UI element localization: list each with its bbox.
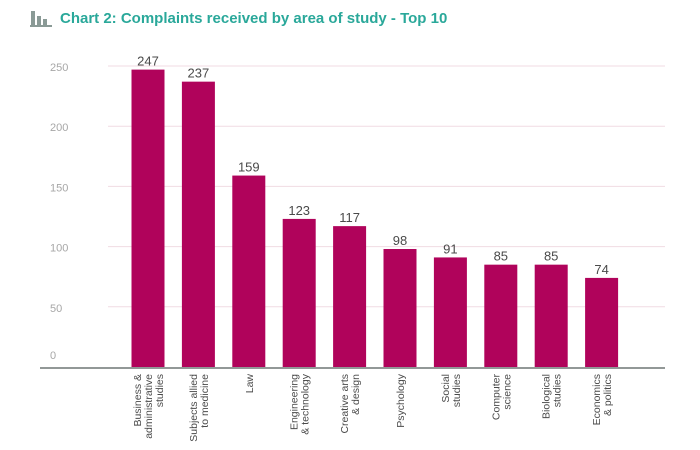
svg-text:Creative arts& design: Creative arts& design (339, 374, 362, 434)
y-axis-ticks: 0 50 100 150 200 250 (50, 62, 68, 362)
value-labels: 247 237 159 123 117 98 91 85 85 74 (137, 54, 609, 277)
svg-text:Computerscience: Computerscience (490, 374, 513, 421)
bar-value-label: 91 (443, 241, 457, 256)
svg-text:Law: Law (244, 374, 256, 394)
x-category-label: Business &administrativestudies (132, 374, 166, 439)
bar (585, 277, 619, 367)
bar (131, 69, 165, 367)
bar (333, 226, 367, 367)
x-category-label: Engineering& technology (289, 373, 312, 434)
x-category-label: Creative arts& design (339, 374, 362, 434)
bar (534, 264, 568, 367)
bar (383, 249, 417, 367)
bar (433, 257, 467, 367)
x-category-label: Law (244, 374, 256, 394)
x-category-label: Economics& politics (591, 374, 614, 425)
bar-value-label: 159 (238, 160, 260, 175)
chart-title: Chart 2: Complaints received by area of … (60, 9, 448, 27)
y-tick-label: 150 (50, 182, 68, 194)
bar-value-label: 123 (288, 203, 310, 218)
bar-value-label: 85 (544, 249, 558, 264)
bars (131, 69, 619, 367)
chart-header: Chart 2: Complaints received by area of … (30, 6, 447, 30)
x-category-label: Socialstudies (440, 374, 463, 407)
bar-value-label: 85 (494, 249, 508, 264)
svg-text:Business &administrativestudie: Business &administrativestudies (132, 374, 166, 439)
bar-chart-icon (30, 11, 52, 27)
bar (484, 264, 518, 367)
y-tick-label: 100 (50, 243, 68, 255)
x-category-label: Biologicalstudies (541, 374, 564, 419)
svg-text:Economics& politics: Economics& politics (591, 374, 614, 425)
bar-value-label: 74 (594, 262, 608, 277)
bar-value-label: 117 (339, 210, 360, 225)
bar-value-label: 247 (137, 54, 159, 69)
bar-value-label: 237 (188, 66, 210, 81)
bar (181, 81, 215, 367)
bar (232, 175, 266, 367)
bar-value-label: 98 (393, 233, 407, 248)
x-category-label: Computerscience (490, 374, 513, 421)
x-axis-categories: Business &administrativestudies Subjects … (132, 373, 614, 441)
y-tick-label: 0 (50, 350, 56, 362)
svg-text:Biologicalstudies: Biologicalstudies (541, 374, 564, 419)
svg-text:Engineering& technology: Engineering& technology (289, 373, 312, 434)
x-category-label: Psychology (395, 373, 407, 427)
svg-text:Socialstudies: Socialstudies (440, 374, 463, 407)
bar (282, 218, 316, 367)
svg-text:Psychology: Psychology (395, 373, 407, 427)
y-tick-label: 50 (50, 303, 62, 315)
svg-text:Subjects alliedto medicine: Subjects alliedto medicine (188, 374, 211, 442)
y-tick-label: 250 (50, 62, 68, 74)
x-category-label: Subjects alliedto medicine (188, 374, 211, 442)
y-tick-label: 200 (50, 122, 68, 134)
